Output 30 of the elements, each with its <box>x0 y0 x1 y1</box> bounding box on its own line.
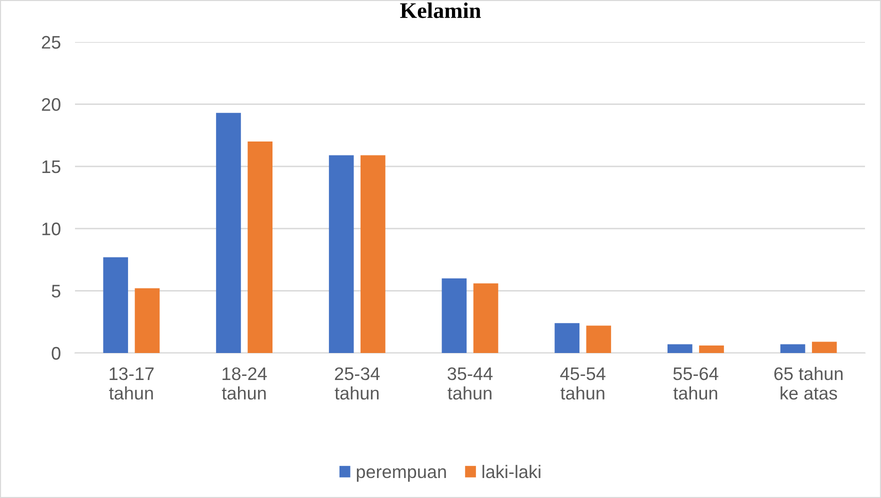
x-tick-label: 35-44 tahun <box>448 367 493 400</box>
bar <box>134 288 160 353</box>
bar <box>473 283 498 353</box>
x-tick-label: 13-17 tahun <box>109 367 154 400</box>
bar <box>442 278 467 353</box>
y-tick-label: 5 <box>52 284 60 298</box>
chart-title: Kelamin <box>400 2 481 18</box>
bar <box>328 155 354 353</box>
y-tick-label: 25 <box>42 36 60 49</box>
bar <box>216 112 241 353</box>
x-tick-label: 18-24 tahun <box>222 367 267 400</box>
y-tick-label: 15 <box>42 160 60 174</box>
bar <box>360 155 386 353</box>
legend-label: perempuan <box>356 468 446 482</box>
y-tick-label: 20 <box>42 98 60 111</box>
bar <box>103 257 128 353</box>
x-tick-label: 65 tahun ke atas <box>774 366 843 400</box>
bar <box>780 344 806 353</box>
bar <box>586 326 612 353</box>
x-tick-label: 55-64 tahun <box>673 367 718 400</box>
legend-label: laki-laki <box>482 464 540 478</box>
bar <box>699 346 724 353</box>
x-tick-label: 25-34 tahun <box>334 367 380 400</box>
bar <box>554 323 580 353</box>
x-tick-label: 45-54 tahun <box>560 368 606 400</box>
bar <box>248 142 272 353</box>
y-tick-label: 10 <box>42 222 60 236</box>
bar <box>668 344 692 353</box>
bar <box>812 342 837 353</box>
y-tick-label: 0 <box>52 346 60 360</box>
